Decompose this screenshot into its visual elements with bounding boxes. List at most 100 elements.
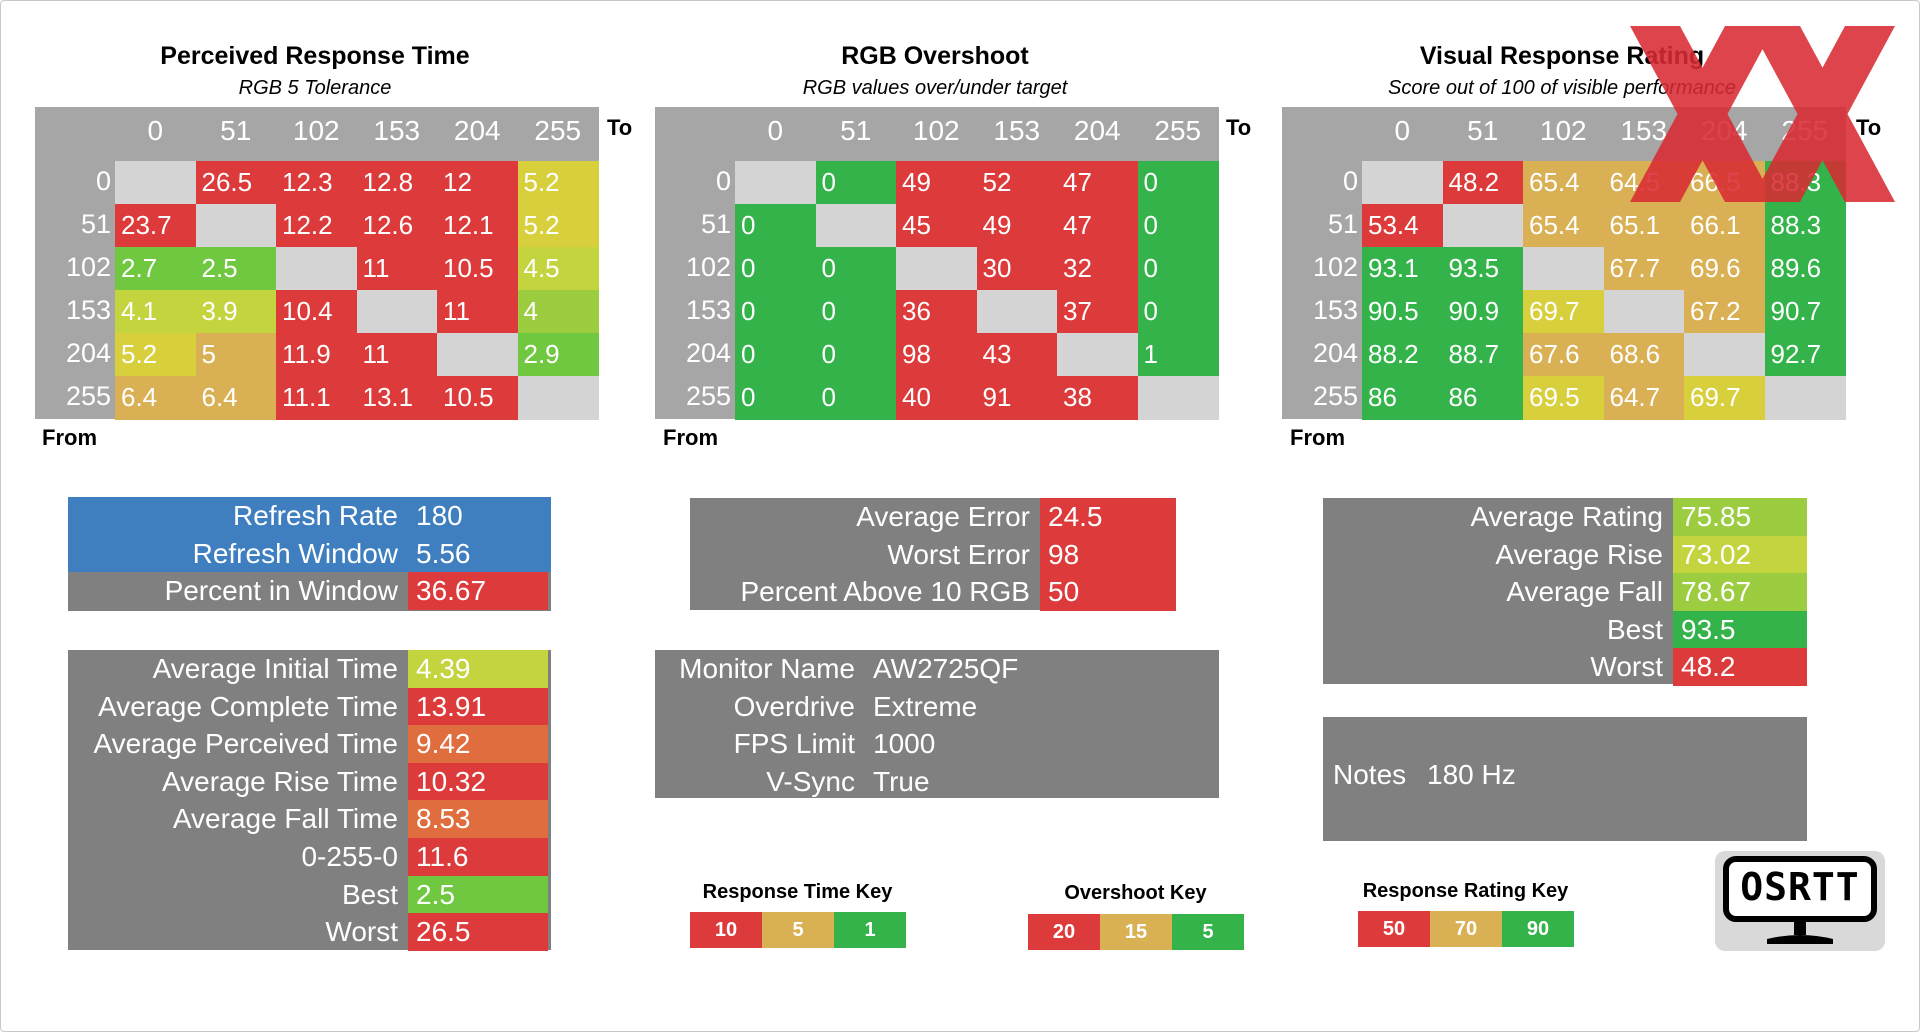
column-header: 102 <box>1539 115 1587 146</box>
matrix-cell: 0 <box>1137 290 1219 334</box>
matrix-cell: 52 <box>976 161 1058 205</box>
matrix-cell: 88.3 <box>1764 204 1846 248</box>
panel-value: 24.5 <box>1040 498 1176 536</box>
panel-value: 9.42 <box>408 725 548 763</box>
row-header: 153 <box>1312 295 1358 325</box>
matrix-cell: 91 <box>976 376 1058 420</box>
panel-row: Percent Above 10 RGB 50 <box>690 573 1176 611</box>
panel-label: Best <box>341 878 398 910</box>
panel-value: 11.6 <box>408 838 548 876</box>
matrix-cell: 5 <box>195 333 277 377</box>
panel-row: Average Fall 78.67 <box>1323 573 1807 611</box>
matrix-cell <box>1442 204 1524 248</box>
panel-value: Extreme <box>873 690 978 722</box>
column-header: 204 <box>453 115 501 146</box>
matrix-cell: 0 <box>815 161 897 205</box>
row-header: 102 <box>1312 252 1358 282</box>
column-header: 0 <box>1394 115 1411 146</box>
matrix-cell: 90.5 <box>1362 290 1443 334</box>
key-swatch: 10 <box>690 912 762 948</box>
matrix-cell: 0 <box>735 204 816 248</box>
matrix-cell: 5.2 <box>115 333 196 377</box>
panel-row: Average Perceived Time 9.42 <box>68 725 551 763</box>
column-header: 204 <box>1073 115 1121 146</box>
panel-row: V-Sync True <box>655 763 1219 801</box>
matrix-cell: 0 <box>1137 161 1219 205</box>
key-swatch: 70 <box>1430 911 1502 947</box>
matrix-cell: 49 <box>976 204 1058 248</box>
refresh-panel: Refresh Rate 180 Refresh Window 5.56 Percent… <box>68 497 551 611</box>
panel-row: FPS Limit 1000 <box>655 725 1219 763</box>
matrix-cell: 65.4 <box>1523 204 1604 248</box>
panel-row: Worst 48.2 <box>1323 648 1807 686</box>
panel-value: True <box>873 765 930 797</box>
matrix-cell: 3.9 <box>195 290 277 334</box>
panel-row: Average Complete Time 13.91 <box>68 687 551 726</box>
matrix-cell: 90.9 <box>1442 290 1524 334</box>
key-swatch: 90 <box>1502 911 1574 947</box>
rating-key-title: Response Rating Key <box>1362 880 1569 902</box>
matrix-cell: 43 <box>976 333 1058 377</box>
matrix-cell <box>356 290 438 334</box>
panel-label: Worst <box>1590 651 1663 683</box>
matrix-cell: 88.7 <box>1442 333 1524 377</box>
row-header: 51 <box>700 209 731 239</box>
panel-label: Average Rise Time <box>161 765 398 797</box>
matrix-cell: 49 <box>896 161 977 205</box>
perceived-matrix: 0 51 102 153 204 255 0 26.5 12.3 12.8 12 5.2 51 23.7 1… <box>35 107 599 420</box>
matrix-cell: 69.6 <box>1684 247 1765 291</box>
logo-text: OSRTT <box>1740 865 1860 909</box>
osrtt-logo: OSRTT <box>1715 851 1885 951</box>
panel-label: Average Rating <box>1470 501 1664 532</box>
panel-row: Best 93.5 <box>1323 610 1807 649</box>
column-header: 51 <box>1467 115 1499 146</box>
panel-row: Average Rise 73.02 <box>1323 535 1807 574</box>
key-swatch: 50 <box>1358 911 1430 947</box>
row-header: 153 <box>65 295 111 325</box>
panel-value: AW2725QF <box>873 653 1019 684</box>
matrix-cell <box>1057 333 1138 377</box>
panel-label: 0-255-0 <box>301 841 398 872</box>
matrix-cell: 0 <box>735 376 816 420</box>
matrix-cell: 93.5 <box>1442 247 1524 291</box>
panel-label: V-Sync <box>766 765 855 797</box>
matrix-cell <box>976 290 1058 334</box>
overshoot-to-label: To <box>1226 115 1252 140</box>
panel-row: Worst 26.5 <box>68 913 551 951</box>
error-panel: Average Error 24.5 Worst Error 98 Percent Ab… <box>690 498 1176 611</box>
matrix-cell: 0 <box>735 247 816 291</box>
overshoot-from-label: From <box>663 425 718 450</box>
matrix-cell: 69.7 <box>1523 290 1604 334</box>
panel-row: Average Rise Time 10.32 <box>68 762 551 801</box>
matrix-cell: 65.1 <box>1603 204 1685 248</box>
column-header: 255 <box>1154 115 1202 146</box>
matrix-cell: 67.7 <box>1603 247 1685 291</box>
matrix-cell: 0 <box>1137 247 1219 291</box>
response-key-title: Response Time Key <box>702 881 893 903</box>
panel-label: Average Initial Time <box>152 653 398 684</box>
matrix-cell: 10.5 <box>437 247 518 291</box>
panel-value: 180 <box>408 497 548 535</box>
matrix-cell: 0 <box>815 376 897 420</box>
key-swatch: 5 <box>762 912 834 948</box>
matrix-cell <box>276 247 357 291</box>
matrix-cell: 12.8 <box>356 161 438 205</box>
matrix-cell: 0 <box>1137 204 1219 248</box>
matrix-cell: 66.1 <box>1684 204 1765 248</box>
xx-watermark-icon <box>1630 26 1895 202</box>
matrix-cell: 11.1 <box>276 376 357 420</box>
matrix-cell: 0 <box>815 333 897 377</box>
matrix-cell: 6.4 <box>195 376 277 420</box>
panel-row: Overdrive Extreme <box>655 688 1219 726</box>
panel-label: FPS Limit <box>733 728 855 760</box>
perceived-subtitle: RGB 5 Tolerance <box>238 77 392 99</box>
panel-value: 10.32 <box>408 762 548 801</box>
matrix-cell: 23.7 <box>115 204 196 248</box>
matrix-cell <box>1603 290 1685 334</box>
visual-from-label: From <box>1290 425 1345 450</box>
row-header: 255 <box>1312 381 1358 411</box>
matrix-cell <box>1523 247 1604 291</box>
matrix-cell <box>896 247 977 291</box>
notes-label: Notes <box>1333 759 1407 790</box>
matrix-cell: 47 <box>1057 161 1138 205</box>
